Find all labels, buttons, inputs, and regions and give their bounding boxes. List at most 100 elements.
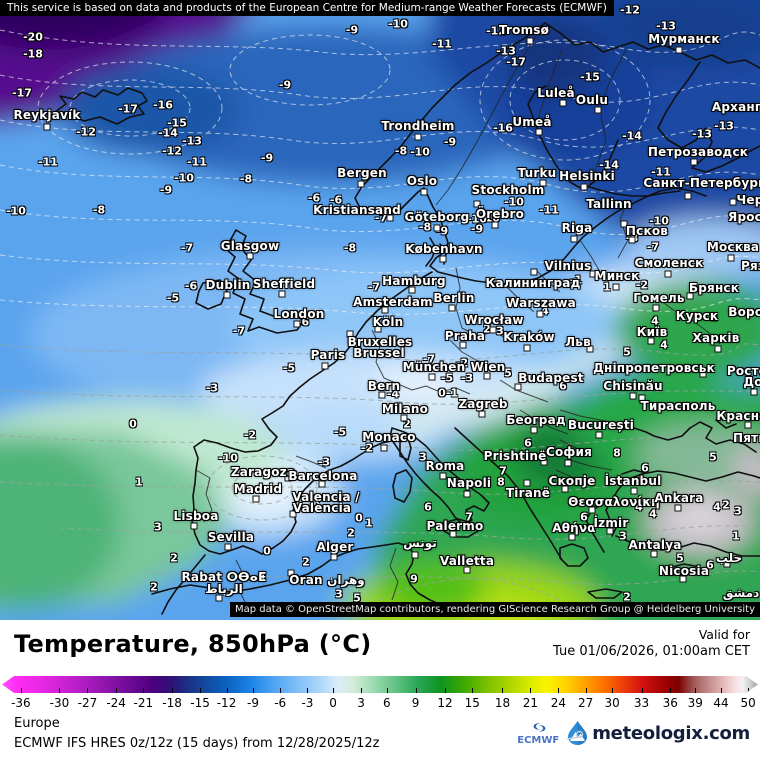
city-label: Chisinău	[603, 379, 663, 393]
temperature-value-label: 4	[651, 314, 659, 328]
city-label: Ряз	[740, 259, 760, 273]
city-label: Дніпропетровськ	[593, 361, 715, 375]
city-label: Мурманск	[648, 32, 720, 46]
city-label: Скопје	[548, 474, 596, 488]
city-label: Rabat ⵔⴱⴰⵟ	[181, 570, 267, 584]
temperature-value-label: -18	[23, 47, 43, 61]
temperature-value-label: -5	[333, 425, 347, 439]
scale-tick	[307, 688, 309, 693]
city-marker	[491, 221, 499, 229]
city-label: Kristiansand	[313, 203, 401, 217]
scale-tick	[585, 688, 587, 693]
city-label: Брянск	[688, 281, 740, 295]
scale-tick	[333, 688, 335, 693]
city-marker	[381, 306, 389, 314]
city-marker	[620, 220, 628, 228]
city-label: Харків	[692, 331, 740, 345]
temperature-value-label: 6	[706, 558, 714, 572]
city-marker	[589, 270, 597, 278]
isotherm-contours-light	[0, 29, 760, 315]
temperature-value-label: 0	[355, 511, 363, 525]
country-borders	[195, 25, 721, 609]
city-label: Θεσσαλονίκη	[568, 495, 660, 509]
city-marker	[539, 179, 547, 187]
city-marker	[727, 254, 735, 262]
temperature-value-label: -6	[329, 193, 343, 207]
temperature-value-label: -2	[360, 441, 374, 455]
city-marker	[684, 192, 692, 200]
temperature-value-label: 4	[635, 500, 643, 514]
temperature-value-label: -17	[506, 55, 526, 69]
city-label: Zaragoza	[230, 465, 296, 479]
scale-tick-label: -30	[49, 696, 70, 710]
city-label: Тирасполь	[640, 399, 716, 413]
city-marker	[699, 370, 707, 378]
city-label: München	[402, 360, 466, 374]
temperature-field	[0, 0, 760, 620]
meteologix-drop-icon	[567, 721, 588, 745]
temperature-value-label: 4	[541, 304, 549, 318]
city-marker	[523, 344, 531, 352]
temperature-value-label: 2	[150, 580, 158, 594]
city-label: Amsterdam	[353, 295, 433, 309]
temperature-value-label: -8	[92, 203, 106, 217]
temperature-value-label: -8	[394, 144, 408, 158]
city-marker	[374, 325, 382, 333]
city-label: Warszawa	[506, 296, 576, 310]
city-marker	[638, 394, 646, 402]
city-marker	[559, 99, 567, 107]
temperature-value-label: 6	[580, 510, 588, 524]
scale-tick-label: 33	[633, 696, 650, 710]
city-marker	[411, 551, 419, 559]
scale-tick	[361, 688, 363, 693]
city-label: Paris	[310, 348, 346, 362]
city-marker	[612, 283, 620, 291]
temperature-value-label: 3	[496, 324, 504, 338]
city-marker	[224, 543, 232, 551]
city-marker	[690, 158, 698, 166]
city-marker	[278, 290, 286, 298]
city-label: Umeå	[512, 115, 552, 129]
city-label: Ярос	[728, 210, 760, 224]
city-label: Reykjavík	[13, 108, 81, 122]
temperature-value-label: -4	[386, 387, 400, 401]
temperature-value-label: -7	[422, 352, 436, 366]
city-marker	[284, 474, 292, 482]
city-marker	[526, 37, 534, 45]
city-label: Madrid	[233, 482, 283, 496]
scale-tick	[558, 688, 560, 693]
temperature-value-label: -10	[218, 451, 238, 465]
city-label: Смоленск	[634, 256, 704, 270]
temperature-value-label: 6	[559, 379, 567, 393]
temperature-value-label: -13	[656, 19, 676, 33]
city-label: Köln	[372, 315, 404, 329]
city-marker	[483, 372, 491, 380]
temperature-value-label: 0	[438, 386, 446, 400]
scale-tick	[116, 688, 118, 693]
city-marker	[674, 504, 682, 512]
meteologix-brand-link[interactable]: meteologix.com	[567, 720, 750, 746]
city-marker	[330, 553, 338, 561]
city-marker	[428, 373, 436, 381]
temperature-value-label: 3	[734, 504, 742, 518]
city-marker	[293, 320, 301, 328]
ecmwf-logo: ECMWF	[517, 720, 559, 746]
scale-tick-label: 30	[604, 696, 620, 710]
scale-tick	[445, 688, 447, 693]
page-title: Temperature, 850hPa (°C)	[14, 630, 372, 658]
city-label: Valencia /	[292, 490, 360, 504]
scale-tick	[748, 688, 750, 693]
city-label: Palermo	[426, 519, 484, 533]
city-label: Monaco	[362, 430, 416, 444]
temperature-value-label: -7	[367, 280, 381, 294]
temperature-value-label: 1	[732, 529, 740, 543]
temperature-value-label: -15	[167, 116, 187, 130]
city-marker	[664, 270, 672, 278]
city-label: Kraków	[503, 330, 555, 344]
scale-tick-label: -27	[77, 696, 98, 710]
temperature-value-label: -10	[410, 145, 430, 159]
city-marker	[710, 314, 718, 322]
temperature-value-label: -5	[166, 291, 180, 305]
city-marker	[647, 337, 655, 345]
city-marker	[580, 183, 588, 191]
